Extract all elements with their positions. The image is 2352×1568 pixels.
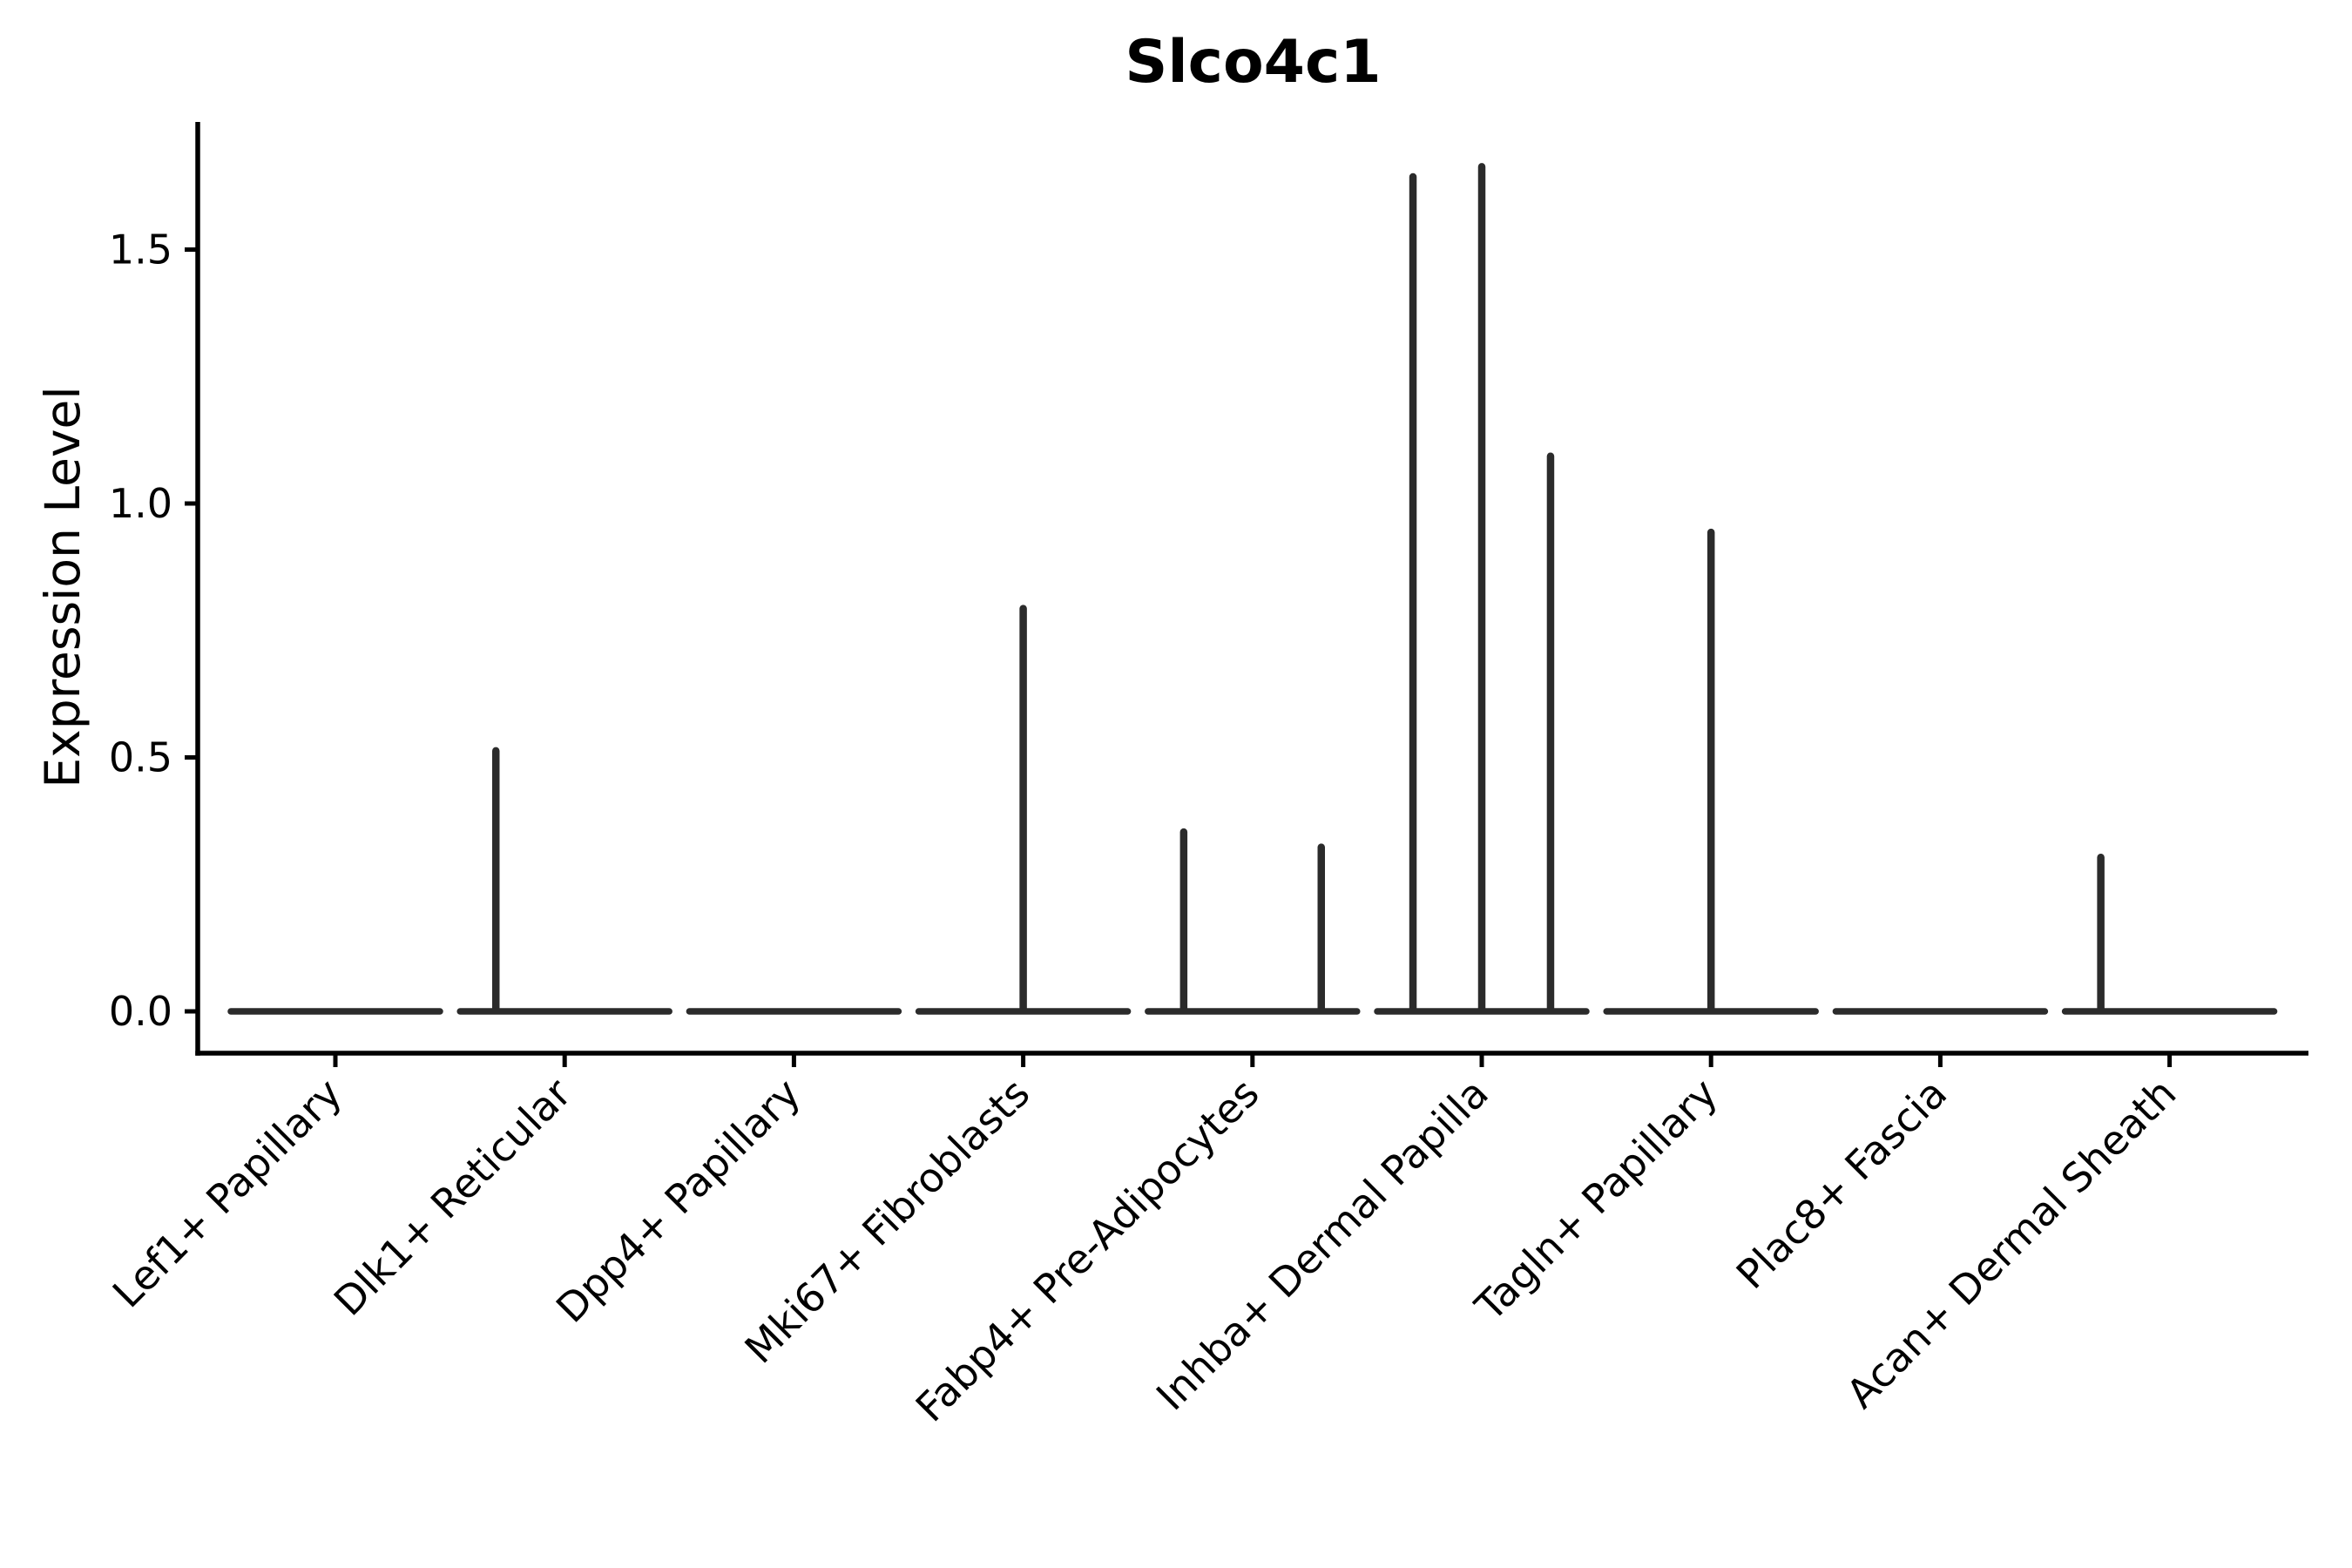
x-tick-label: Dpp4+ Papillary — [547, 1070, 809, 1332]
x-tick-label: Dlk1+ Reticular — [325, 1070, 580, 1325]
y-tick-label: 0.0 — [109, 988, 172, 1035]
x-tick-label: Lef1+ Papillary — [104, 1070, 351, 1317]
y-tick-label: 1.0 — [109, 480, 172, 527]
y-tick-label: 1.5 — [109, 226, 172, 274]
x-tick-label: Tagln+ Papillary — [1465, 1070, 1727, 1331]
chart-title: Slco4c1 — [1125, 28, 1382, 97]
y-tick-label: 0.5 — [109, 734, 172, 781]
x-tick-label: Plac8+ Fascia — [1727, 1070, 1956, 1298]
